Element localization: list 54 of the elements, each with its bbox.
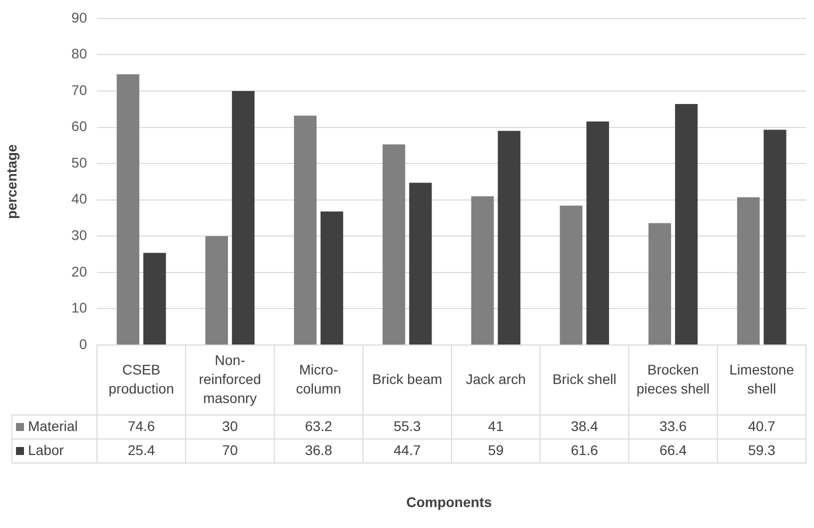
data-label: 36.8 <box>304 442 332 458</box>
bar <box>409 182 432 344</box>
bar <box>764 130 786 344</box>
y-tick-label: 90 <box>71 9 88 26</box>
bar <box>294 116 317 344</box>
data-label: 61.6 <box>570 442 598 458</box>
legend-label: Material <box>28 418 78 434</box>
data-label: 41 <box>488 418 504 434</box>
x-tick-label: Brick shell <box>552 370 616 387</box>
data-label: 40.7 <box>748 418 776 434</box>
data-label: 63.2 <box>304 418 332 434</box>
y-tick-label: 20 <box>71 263 88 280</box>
bar <box>675 104 698 344</box>
x-tick-label: Brocken pieces shell <box>636 361 710 396</box>
data-label: 66.4 <box>659 442 687 458</box>
x-tick-label: Micro-column <box>296 361 342 396</box>
data-label: 30 <box>222 418 238 434</box>
y-tick-label: 50 <box>71 154 88 170</box>
legend-label: Labor <box>28 442 64 458</box>
y-tick-label: 10 <box>71 300 88 316</box>
y-tick-label: 40 <box>71 190 88 207</box>
bar <box>560 206 582 344</box>
bar <box>205 236 228 344</box>
bar <box>320 211 344 344</box>
text: Components <box>406 494 492 510</box>
data-label: 70 <box>222 442 238 458</box>
bar <box>586 121 610 344</box>
data-label: 33.6 <box>659 418 687 434</box>
data-label: 74.6 <box>128 418 156 434</box>
bar <box>737 197 760 344</box>
x-tick-label: Non-reinforced masonry <box>198 352 262 406</box>
bar <box>648 223 672 344</box>
bar <box>143 252 166 344</box>
data-label: 25.4 <box>128 442 156 458</box>
data-label: 59 <box>488 442 504 458</box>
x-tick-label: Brick beam <box>372 370 442 387</box>
y-tick-label: 70 <box>71 82 88 98</box>
bar <box>232 90 255 344</box>
data-label: 44.7 <box>394 442 422 458</box>
x-tick-label: Limestone shell <box>729 361 794 396</box>
bar <box>382 144 406 344</box>
y-tick-label: 0 <box>79 336 88 352</box>
y-tick-label: 80 <box>71 46 88 62</box>
x-tick-label: CSEB production <box>108 361 174 396</box>
y-tick-label: 30 <box>71 226 88 243</box>
y-tick-label: 60 <box>71 118 88 134</box>
x-tick-label: Jack arch <box>466 370 526 387</box>
bar <box>498 130 520 344</box>
y-axis-title: percentage <box>3 144 20 220</box>
data-label: 38.4 <box>570 418 598 434</box>
bar <box>471 196 494 344</box>
bar <box>116 74 140 344</box>
data-label: 59.3 <box>748 442 776 458</box>
data-label: 55.3 <box>394 418 422 434</box>
